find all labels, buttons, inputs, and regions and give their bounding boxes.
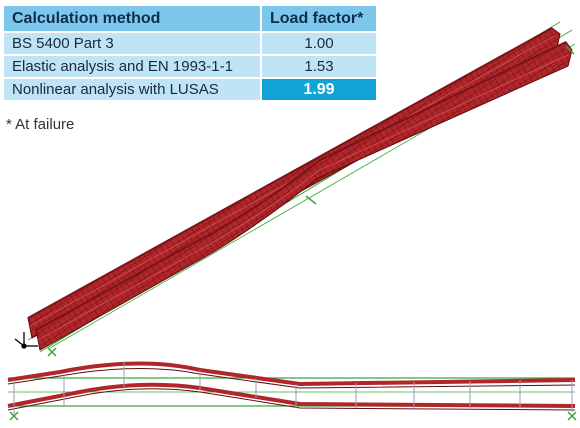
table-row: BS 5400 Part 3 1.00 bbox=[4, 33, 376, 54]
table-header-row: Calculation method Load factor* bbox=[4, 6, 376, 31]
method-cell: Elastic analysis and EN 1993-1-1 bbox=[4, 56, 260, 77]
table-row: Elastic analysis and EN 1993-1-1 1.53 bbox=[4, 56, 376, 77]
method-cell: BS 5400 Part 3 bbox=[4, 33, 260, 54]
column-header-load-factor: Load factor* bbox=[262, 6, 376, 31]
axis-triad-icon bbox=[14, 332, 38, 349]
load-factor-cell: 1.53 bbox=[262, 56, 376, 77]
deformed-girder-mesh-isometric bbox=[14, 21, 576, 357]
method-cell: Nonlinear analysis with LUSAS bbox=[4, 79, 260, 100]
load-factor-cell-highlighted: 1.99 bbox=[262, 79, 376, 100]
front-girder-mesh bbox=[35, 41, 573, 351]
deformed-girder-elevation bbox=[7, 361, 577, 421]
table-row-highlighted: Nonlinear analysis with LUSAS 1.99 bbox=[4, 79, 376, 100]
footnote: * At failure bbox=[6, 116, 75, 133]
load-factor-cell: 1.00 bbox=[262, 33, 376, 54]
column-header-method: Calculation method bbox=[4, 6, 260, 31]
load-factor-table: Calculation method Load factor* BS 5400 … bbox=[2, 4, 378, 102]
support-markers bbox=[47, 45, 575, 357]
